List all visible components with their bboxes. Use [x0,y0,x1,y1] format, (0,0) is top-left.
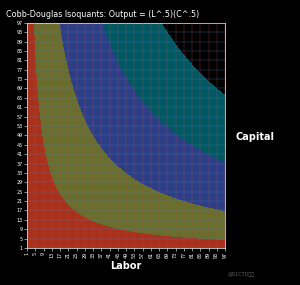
X-axis label: Labor: Labor [110,261,142,271]
Text: @51CTO博客: @51CTO博客 [228,272,255,278]
Text: Capital: Capital [236,132,274,142]
Text: Cobb-Douglas Isoquants: Output = (L^.5)(C^.5): Cobb-Douglas Isoquants: Output = (L^.5)(… [6,10,199,19]
